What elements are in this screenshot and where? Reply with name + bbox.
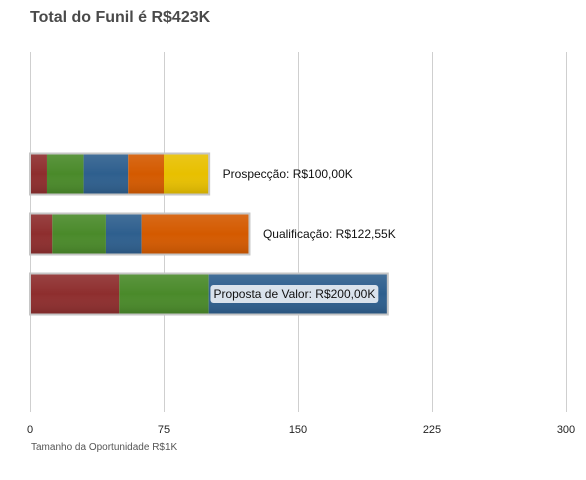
bar-labels: Prospecção: R$100,00K Qualificação: R$122… xyxy=(210,167,396,303)
x-tick-label: 225 xyxy=(423,424,441,436)
x-axis-label: Tamanho da Oportunidade R$1K xyxy=(31,442,178,453)
x-tick-label: 300 xyxy=(557,424,575,436)
bar-segment-shade xyxy=(30,274,120,314)
bar-segment-shade xyxy=(119,274,209,314)
bar-outline xyxy=(29,152,211,196)
bar-segment-shade xyxy=(30,214,53,254)
bar-outline xyxy=(29,272,389,316)
bar-data-label-background xyxy=(210,285,379,303)
bar-segment-shade xyxy=(141,214,249,254)
x-tick-label: 75 xyxy=(158,424,170,436)
bar-segment-shade xyxy=(105,214,142,254)
bar-segment-shade xyxy=(164,154,209,194)
bar-segment-shade xyxy=(128,154,164,194)
x-axis-ticks: 0 75 150 225 300 xyxy=(27,424,575,436)
bar-data-label: Proposta de Valor: R$200,00K xyxy=(213,287,375,301)
bar-segment-shade xyxy=(52,214,106,254)
bar-data-label: Prospecção: R$100,00K xyxy=(223,167,353,181)
bar-outline xyxy=(29,212,251,256)
bar-data-label: Qualificação: R$122,55K xyxy=(263,227,396,241)
bar-segment-shade xyxy=(30,154,47,194)
x-tick-label: 150 xyxy=(289,424,307,436)
bar-segment-shade xyxy=(46,154,84,194)
chart-title: Total do Funil é R$423K xyxy=(30,9,211,26)
bar-segment-shade xyxy=(83,154,129,194)
x-tick-label: 0 xyxy=(27,424,33,436)
